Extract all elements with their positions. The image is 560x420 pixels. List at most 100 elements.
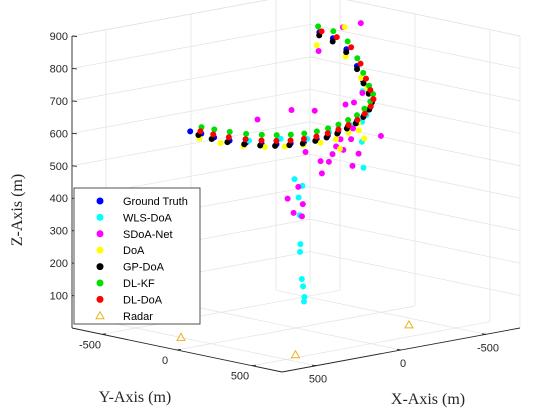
x-tick-label: -500 (477, 342, 499, 354)
legend-marker-ground-truth (96, 197, 104, 205)
sdoa-net-point (302, 148, 309, 155)
dl-doa-point (300, 135, 307, 142)
gp-doa-point (343, 49, 350, 56)
grid-line-z-side (309, 186, 521, 232)
x-axis-label: X-Axis (m) (391, 391, 465, 408)
z-tick-mark (71, 165, 78, 167)
doa-point (262, 144, 268, 151)
dl-doa-point (273, 137, 280, 144)
dl-doa-point (333, 34, 340, 41)
sdoa-net-point (317, 158, 324, 165)
axes-layer (71, 35, 521, 373)
wls-doa-point (297, 248, 303, 255)
dl-doa-point (354, 116, 361, 123)
doa-point (358, 74, 364, 81)
dl-doa-point (361, 110, 368, 117)
dl-kf-point (211, 126, 218, 133)
tick-labels: -500 0 500 -500 0 500 100 200 300 400 500 600 700 800… (50, 31, 499, 386)
dl-doa-point (225, 134, 232, 141)
grid-line-z-side (309, 56, 521, 102)
dl-kf-point (345, 116, 352, 123)
sdoa-net-point (342, 101, 349, 108)
gp-doa-point (286, 142, 293, 149)
sdoa-net-point (318, 170, 325, 177)
legend-marker-radar (95, 310, 105, 320)
grid-line-z-back (71, 24, 311, 69)
grid-line-z-back (71, 88, 311, 134)
dl-doa-point (345, 121, 352, 128)
z-tick-label: 500 (50, 161, 68, 173)
dl-kf-point (243, 130, 250, 137)
dl-doa-point (363, 75, 369, 82)
legend-marker-dl-doa (96, 295, 104, 303)
dl-kf-point (325, 125, 332, 132)
doa-point (341, 23, 348, 30)
legend-marker-dl-kf (96, 279, 104, 287)
doa-point (337, 145, 343, 152)
dl-doa-point (357, 60, 364, 67)
sdoa-net-point (284, 195, 291, 202)
z-tick-label: 100 (50, 291, 68, 303)
doa-point (333, 136, 339, 143)
dl-kf-point (335, 121, 342, 128)
legend-label-ground-truth: Ground Truth (123, 196, 188, 208)
z-axis-label: Z-Axis (m) (9, 174, 26, 246)
radar-point (176, 332, 186, 341)
grid-line-y-floor (251, 321, 491, 367)
sdoa-net-point (325, 158, 332, 165)
doa-point (355, 127, 362, 134)
legend[interactable]: Ground Truth WLS-DoA SDoA-Net DoA GP-DoA DL-K… (73, 187, 201, 325)
sdoa-net-point (295, 183, 302, 190)
box-edge (346, 0, 521, 37)
wls-doa-point (297, 241, 304, 248)
dl-kf-point (361, 105, 368, 112)
data-points (176, 20, 414, 359)
doa-point (313, 42, 320, 49)
grid-line-y-floor (176, 305, 416, 351)
grid-line-z-back (71, 121, 311, 167)
y-axis-label: Y-Axis (m) (99, 389, 171, 406)
legend-label-gp-doa: GP-DoA (123, 262, 165, 274)
dl-doa-point (197, 128, 204, 135)
y-tick-label: -500 (79, 339, 101, 351)
sdoa-net-point (337, 136, 344, 143)
dl-kf-point (313, 128, 320, 135)
z-tick-label: 300 (50, 226, 68, 238)
dl-doa-point (318, 28, 325, 35)
sdoa-net-point (254, 116, 261, 123)
grid-line-z-side (309, 88, 521, 134)
grid-line-z-side (309, 218, 521, 264)
sdoa-net-point (377, 132, 384, 139)
dl-kf-point (344, 38, 351, 45)
dl-doa-point (287, 137, 294, 144)
legend-marker-gp-doa (96, 263, 104, 271)
sdoa-net-point (359, 90, 366, 97)
dl-kf-point (287, 131, 294, 138)
sdoa-net-point (288, 107, 295, 114)
dl-doa-point (367, 103, 374, 110)
sdoa-net-point (355, 150, 362, 157)
dl-kf-point (226, 128, 233, 135)
gp-doa-point (272, 142, 279, 149)
legend-label-dl-kf: DL-KF (123, 278, 155, 290)
z-tick-label: 400 (50, 193, 68, 205)
x-tick-label: 500 (309, 374, 327, 386)
dl-doa-point (210, 131, 217, 138)
dl-kf-point (258, 131, 265, 138)
grid-line-z-side (309, 251, 521, 296)
dl-doa-point (335, 126, 342, 133)
radar-point (290, 349, 301, 359)
z-tick-mark (71, 35, 78, 37)
dl-doa-point (324, 130, 331, 137)
wls-doa-point (298, 275, 305, 282)
gp-doa-point (224, 139, 231, 146)
z-tick-mark (71, 67, 78, 70)
gp-doa-point (241, 141, 248, 148)
legend-box (73, 187, 201, 325)
sdoa-net-point (357, 20, 364, 27)
grid-line-z-side (309, 153, 521, 199)
z-tick-label: 700 (50, 96, 68, 108)
legend-label-dl-doa: DL-DoA (123, 294, 163, 306)
sdoa-net-point (348, 136, 355, 143)
